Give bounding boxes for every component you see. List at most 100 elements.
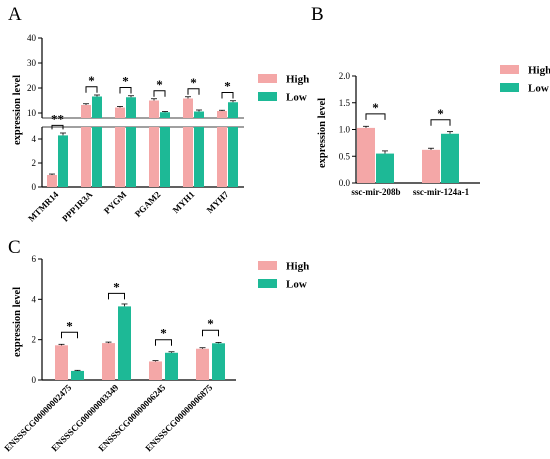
significance-bracket: * [108,279,125,300]
x-tick-label: PGAM2 [133,189,163,219]
significance-bracket: * [221,79,234,99]
significance-mark: * [207,316,214,331]
error-bar [219,109,225,111]
bar-low [165,352,178,380]
significance-bracket: * [61,318,78,339]
error-bar [151,98,157,101]
bracket-line [51,124,64,130]
y-tick-label: 0 [32,375,37,385]
error-bar [428,147,434,150]
bar-high [47,175,57,187]
legend-swatch-high [258,261,277,270]
error-bar [58,343,65,346]
y-tick-label: 2.0 [339,71,351,81]
significance-mark: * [156,77,163,92]
significance-bracket: * [202,316,219,337]
legend-swatch-low [500,83,519,92]
bracket-line [430,119,451,126]
y-tick-label-upper: 30 [27,58,37,68]
y-tick-label: 1.0 [339,125,351,135]
bar-high [422,149,440,183]
panel-label-c: C [8,237,21,258]
error-bar [117,106,123,108]
bar-low-upper [194,111,204,118]
error-bar [162,111,168,113]
legend-swatch-low [258,92,277,101]
bracket-line [85,86,98,93]
error-bar [74,369,81,371]
error-bar [196,109,202,112]
bar-high-upper [183,98,193,118]
legend-swatch-high [500,65,519,74]
y-axis-label-a: expression level [12,75,23,145]
x-tick-label: ssc-mir-208b [351,187,400,197]
bar-high-lower [183,127,193,187]
x-tick-label: MYH1 [171,189,197,215]
panel-label-b: B [311,4,324,25]
y-tick-label: 6 [32,254,37,264]
bar-low [118,306,131,380]
error-bar [215,342,222,344]
bracket-line [108,292,125,300]
legend-label-low: Low [528,83,549,95]
bar-low-lower [126,127,136,187]
error-bar [105,341,112,344]
bar-low-upper [92,96,102,118]
y-tick-label-lower: 4 [32,134,37,144]
error-bar [94,94,100,97]
bar-high [196,348,209,380]
significance-bracket: * [119,74,132,94]
significance-mark: * [437,106,444,121]
bar-high-lower [217,127,227,187]
bar-high-upper [217,111,227,118]
legend-label-high: High [286,261,309,273]
bar-low-lower [228,127,238,187]
bar-low-lower [92,127,102,187]
y-tick-label-upper: 40 [27,33,37,43]
bar-high [149,361,162,380]
bar-high-lower [115,127,125,187]
y-tick-label: 4 [32,294,37,304]
legend-swatch-low [258,279,277,288]
bracket-line [202,329,219,337]
error-bar [128,95,134,98]
error-bar [152,360,159,362]
error-bar [199,347,206,349]
y-tick-label-lower: 0 [32,182,37,192]
significance-mark: ** [51,111,64,126]
y-tick-label-upper: 20 [27,83,37,93]
significance-bracket: * [155,326,172,346]
y-tick-label: 0.5 [339,151,351,161]
bracket-line [365,113,386,120]
significance-bracket: * [187,75,200,95]
bar-low-upper [126,97,136,118]
bar-low-upper [160,112,170,118]
bar-high-lower [149,127,159,187]
bar-low [58,135,68,187]
error-bar [230,100,236,103]
significance-bracket: * [430,106,451,126]
y-tick-label-lower: 2 [32,158,37,168]
significance-bracket: * [365,100,386,120]
error-bar [49,173,55,175]
bar-low-lower [194,127,204,187]
bar-high-upper [81,105,91,118]
significance-mark: * [122,74,129,89]
error-bar [168,351,175,353]
y-axis-label-b: expression level [317,98,328,168]
x-tick-label: PYGM [102,189,129,216]
significance-mark: * [160,326,167,341]
x-tick-label: MYH7 [205,189,231,215]
legend-label-high: High [286,74,309,86]
legend-swatch-high [258,74,277,83]
significance-mark: * [66,318,73,333]
bracket-line [187,88,200,95]
bracket-line [119,87,132,94]
significance-bracket: * [153,77,166,97]
legend-label-low: Low [286,279,307,291]
bar-high-upper [149,100,159,118]
y-tick-label: 1.5 [339,98,351,108]
bar-high-upper [115,107,125,118]
error-bar [121,303,128,307]
x-tick-label: PPP1R3A [60,189,95,224]
